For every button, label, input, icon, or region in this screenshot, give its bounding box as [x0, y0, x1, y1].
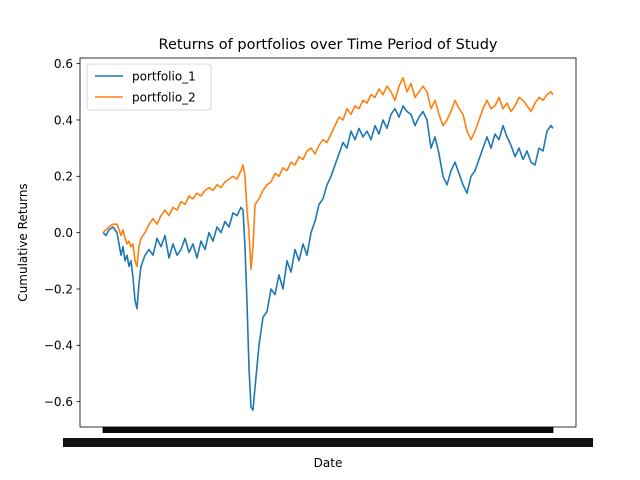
legend-label-portfolio_2: portfolio_2: [132, 90, 196, 104]
series-lines: [102, 76, 554, 411]
x-axis: [63, 427, 593, 447]
y-tick-label: 0.0: [54, 226, 73, 240]
y-tick-label: 0.2: [54, 170, 73, 184]
chart-title: Returns of portfolios over Time Period o…: [159, 37, 498, 53]
x-tick-labels-overlap: [63, 438, 593, 447]
y-tick-label: 0.6: [54, 57, 73, 71]
legend: portfolio_1 portfolio_2: [86, 63, 212, 111]
series-line-portfolio_1: [102, 105, 554, 411]
x-axis-label: Date: [314, 456, 343, 470]
y-tick-label: −0.6: [44, 395, 73, 409]
axes-frame: [79, 57, 577, 428]
series-line-portfolio_2: [102, 76, 554, 271]
y-tick-label: 0.4: [54, 113, 73, 127]
y-tick-label: −0.2: [44, 282, 73, 296]
y-tick-label: −0.4: [44, 339, 73, 353]
legend-label-portfolio_1: portfolio_1: [132, 69, 196, 83]
y-axis-label: Cumulative Returns: [16, 183, 30, 301]
y-axis: −0.6 −0.4 −0.2 0.0 0.2 0.4 0.6: [44, 57, 80, 409]
